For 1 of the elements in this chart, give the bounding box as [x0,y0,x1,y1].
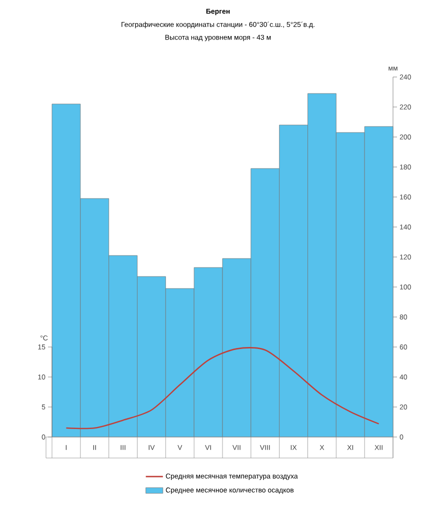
line-series [66,347,380,430]
